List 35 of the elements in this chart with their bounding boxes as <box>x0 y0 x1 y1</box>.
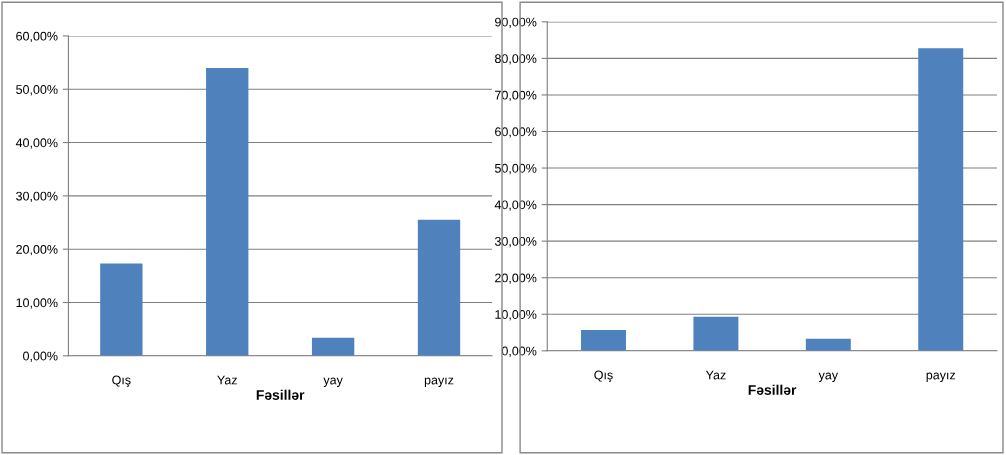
y-tick-label: 70,00% <box>495 90 537 102</box>
x-tick-label: payız <box>424 377 454 387</box>
x-tick-label: Yaz <box>705 370 726 380</box>
y-tick-label: 30,00% <box>16 191 58 203</box>
y-tick-label: 80,00% <box>495 54 537 65</box>
bar <box>918 48 964 351</box>
y-tick-label: 0,00% <box>501 346 537 357</box>
y-tick-label: 50,00% <box>16 85 58 96</box>
y-tick-label: 30,00% <box>494 236 537 248</box>
y-tick-label: 40,00% <box>494 200 537 211</box>
bar <box>206 67 249 356</box>
y-tick-label: 0,00% <box>23 351 58 362</box>
y-tick-label: 50,00% <box>494 163 537 175</box>
x-axis-title: Fəsillər <box>748 384 797 395</box>
bar <box>417 219 461 356</box>
y-tick-label: 90,00% <box>495 17 537 28</box>
bar <box>805 338 851 351</box>
x-tick-label: yay <box>818 372 839 382</box>
y-tick-label: 60,00% <box>16 31 58 43</box>
y-tick-label: 40,00% <box>15 138 58 149</box>
bar <box>693 316 739 351</box>
x-tick-label: yay <box>323 377 343 387</box>
x-tick-label: payız <box>926 372 956 382</box>
y-tick-label: 60,00% <box>495 127 537 138</box>
y-tick-label: 20,00% <box>495 273 537 284</box>
x-axis-title: Fəsillər <box>256 389 305 400</box>
bar <box>100 263 143 356</box>
y-tick-label: 10,00% <box>495 310 537 321</box>
x-tick-label: Qış <box>112 375 131 387</box>
y-tick-label: 10,00% <box>16 298 58 309</box>
y-tick-label: 20,00% <box>16 244 58 256</box>
bar <box>311 337 355 356</box>
x-tick-label: Qış <box>594 370 613 382</box>
x-tick-label: Yaz <box>217 375 237 385</box>
bar <box>580 329 626 351</box>
